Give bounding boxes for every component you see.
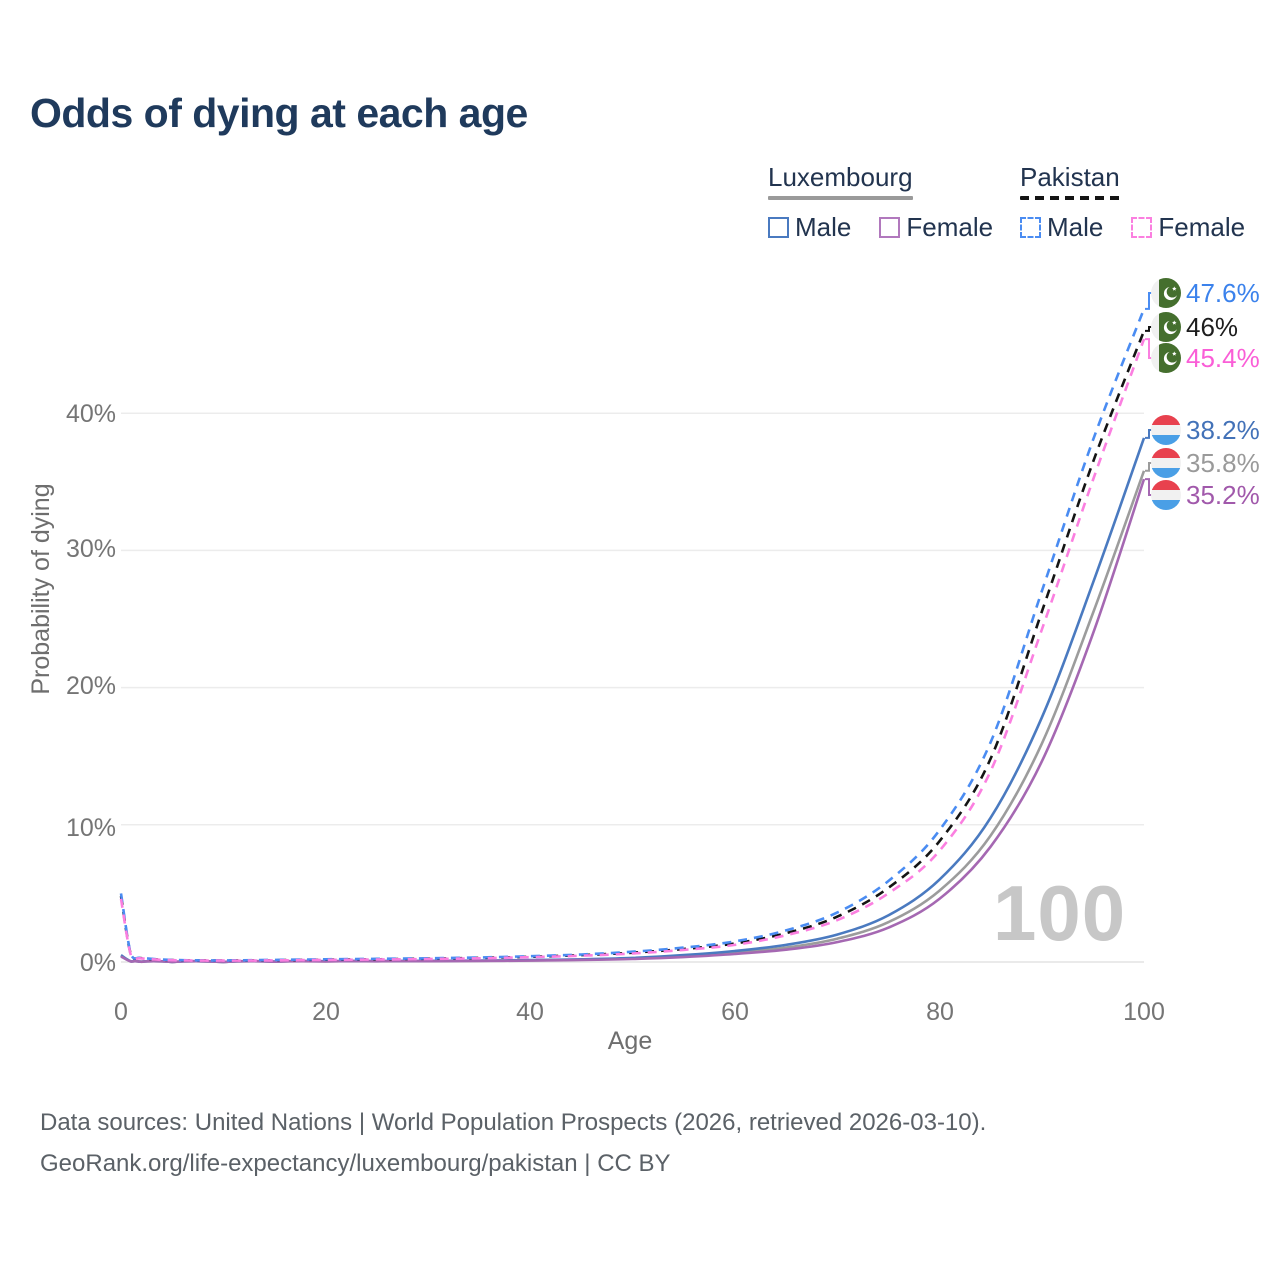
y-tick-40: 40% xyxy=(65,400,116,428)
x-tick-0: 0 xyxy=(114,998,128,1026)
legend-item-pakistan-male[interactable]: Male xyxy=(1020,212,1103,243)
pakistan-female-swatch-icon xyxy=(1131,217,1153,238)
end-label-value: 47.6% xyxy=(1186,277,1260,308)
y-tick-0: 0% xyxy=(79,949,116,977)
end-label-value: 46% xyxy=(1186,311,1239,342)
y-tick-30: 30% xyxy=(65,535,116,563)
legend-group-pakistan: Pakistan Male Female xyxy=(1020,162,1245,243)
end-label-luxembourg-all: 35.8% xyxy=(1151,447,1260,479)
pakistan-flag-icon xyxy=(1151,343,1181,373)
end-label-pakistan-female: 45.4% xyxy=(1151,342,1260,374)
luxembourg-all-line-swatch xyxy=(768,196,913,200)
data-source-footer: Data sources: United Nations | World Pop… xyxy=(40,1102,986,1184)
x-tick-40: 40 xyxy=(516,998,544,1026)
footer-line-1: Data sources: United Nations | World Pop… xyxy=(40,1109,987,1136)
legend-item-label: Male xyxy=(1047,212,1104,242)
luxembourg-female-swatch-icon xyxy=(879,217,901,238)
x-axis-title: Age xyxy=(607,1027,653,1055)
legend-item-pakistan-female[interactable]: Female xyxy=(1131,212,1245,243)
end-label-pakistan-all: 46% xyxy=(1151,311,1238,343)
pakistan-all-line-swatch xyxy=(1020,196,1120,200)
footer-line-2: GeoRank.org/life-expectancy/luxembourg/p… xyxy=(40,1150,671,1177)
end-label-value: 38.2% xyxy=(1186,414,1260,445)
x-tick-100: 100 xyxy=(1123,998,1165,1026)
luxembourg-flag-icon xyxy=(1151,448,1181,478)
end-label-luxembourg-female: 35.2% xyxy=(1151,479,1260,511)
y-axis-title: Probability of dying xyxy=(27,483,55,695)
luxembourg-male-swatch-icon xyxy=(768,217,789,238)
legend-group-luxembourg: Luxembourg Male Female xyxy=(768,162,993,243)
legend-item-luxembourg-male[interactable]: Male xyxy=(768,212,851,243)
legend-item-label: Male xyxy=(795,212,852,242)
legend-item-label: Female xyxy=(906,212,994,242)
x-tick-20: 20 xyxy=(312,998,340,1026)
legend-country-pakistan[interactable]: Pakistan xyxy=(1020,162,1120,203)
end-label-luxembourg-male: 38.2% xyxy=(1151,414,1260,446)
y-tick-10: 10% xyxy=(65,814,116,842)
legend-item-label: Female xyxy=(1158,212,1246,242)
luxembourg-flag-icon xyxy=(1151,415,1181,445)
luxembourg-flag-icon xyxy=(1151,480,1181,510)
end-label-value: 35.2% xyxy=(1186,479,1260,510)
x-tick-80: 80 xyxy=(926,998,954,1026)
legend-country-label: Luxembourg xyxy=(768,162,913,192)
legend-item-luxembourg-female[interactable]: Female xyxy=(879,212,993,243)
x-tick-60: 60 xyxy=(721,998,749,1026)
pakistan-male-swatch-icon xyxy=(1020,217,1041,238)
pakistan-flag-icon xyxy=(1151,278,1181,308)
end-label-value: 35.8% xyxy=(1186,447,1260,478)
end-label-value: 45.4% xyxy=(1186,342,1260,373)
end-label-pakistan-male: 47.6% xyxy=(1151,277,1260,309)
y-tick-20: 20% xyxy=(65,672,116,700)
pakistan-flag-icon xyxy=(1151,312,1181,342)
page-title: Odds of dying at each age xyxy=(30,90,528,136)
age-watermark: 100 xyxy=(993,869,1127,957)
legend-country-luxembourg[interactable]: Luxembourg xyxy=(768,162,913,203)
legend-country-label: Pakistan xyxy=(1020,162,1120,192)
